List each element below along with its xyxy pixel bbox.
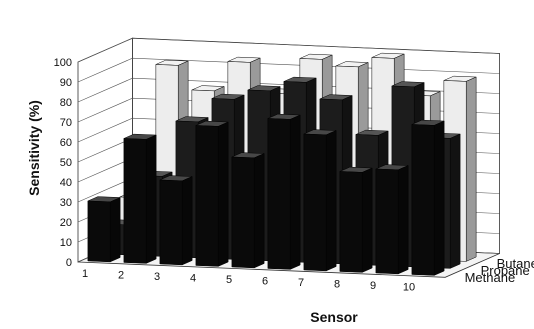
bar-front: [123, 138, 147, 264]
bar-side: [449, 133, 461, 269]
bar-side: [109, 197, 121, 263]
bar: [411, 119, 445, 276]
bar-front: [87, 200, 111, 263]
y-tick-label: 90: [60, 77, 72, 89]
bar: [159, 175, 193, 266]
y-tick-label: 0: [66, 257, 72, 269]
bar-side: [325, 130, 337, 272]
x-tick-label: 5: [226, 274, 232, 286]
x-tick-label: 2: [118, 269, 124, 281]
bar-front: [231, 156, 255, 269]
series-label: Butane: [497, 256, 534, 271]
bar-front: [159, 179, 183, 266]
y-tick-label: 70: [60, 117, 72, 129]
bar-front: [339, 171, 363, 273]
series-label: Methane: [465, 270, 516, 285]
bar-side: [253, 153, 265, 269]
series-label: Propane: [481, 263, 530, 278]
x-tick-labels: 1 2 3 4 5 6 7 8 9 10: [82, 268, 415, 294]
bar-side: [289, 114, 301, 270]
x-tick-label: 9: [370, 280, 376, 292]
gridline: [77, 37, 500, 63]
bar: [267, 113, 301, 270]
bar-side: [465, 76, 477, 262]
x-axis-title: Sensor: [310, 309, 358, 325]
bar-side: [397, 165, 409, 275]
bar-front: [411, 124, 435, 276]
bar-front: [375, 168, 399, 275]
y-tick-label: 100: [54, 57, 72, 69]
bar-front: [303, 133, 327, 272]
y-tick-label: 80: [60, 97, 72, 109]
x-tick-label: 4: [190, 272, 196, 284]
x-tick-label: 10: [403, 281, 415, 293]
y-tick-label: 20: [60, 217, 72, 229]
x-tick-label: 7: [298, 277, 304, 289]
bar: [303, 129, 337, 272]
bar-side: [217, 121, 229, 267]
bars: [87, 52, 477, 276]
bar: [123, 133, 157, 264]
bar: [231, 152, 265, 269]
bar-side: [433, 120, 445, 276]
y-tick-labels: 0 10 20 30 40 50 60 70 80 90 100: [54, 57, 72, 269]
bar: [339, 166, 373, 273]
x-tick-label: 8: [334, 278, 340, 290]
y-tick-label: 40: [60, 177, 72, 189]
bar-side: [181, 176, 193, 266]
y-tick-label: 30: [60, 197, 72, 209]
y-axis-title: Sensitivity (%): [26, 100, 42, 196]
bar: [375, 164, 409, 275]
bar-side: [361, 167, 373, 273]
x-tick-label: 6: [262, 275, 268, 287]
bar-front: [267, 118, 291, 270]
x-tick-label: 3: [154, 271, 160, 283]
x-tick-label: 1: [82, 268, 88, 280]
bar-front: [195, 125, 219, 267]
bar: [195, 120, 229, 267]
y-tick-label: 10: [60, 237, 72, 249]
y-tick-label: 60: [60, 137, 72, 149]
bar: [87, 196, 121, 263]
bar-side: [145, 134, 157, 264]
y-tick-label: 50: [60, 157, 72, 169]
